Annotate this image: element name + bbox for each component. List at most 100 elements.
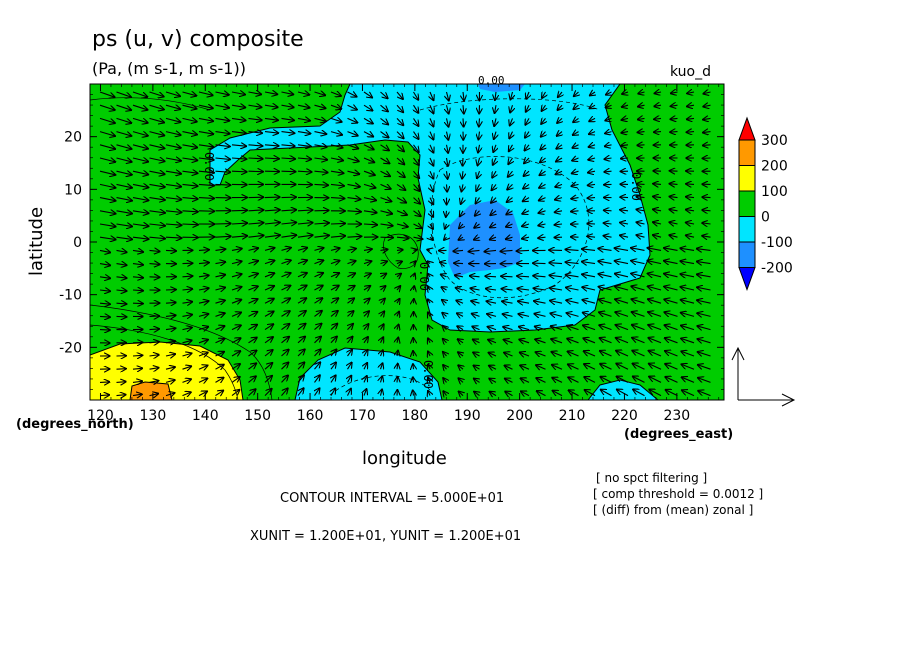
wind-vector xyxy=(347,236,362,237)
wind-vector xyxy=(534,301,546,303)
wind-vector xyxy=(604,171,612,172)
wind-vector xyxy=(149,91,164,97)
wind-vector xyxy=(697,300,711,303)
wind-vector xyxy=(182,379,191,382)
wind-vector xyxy=(281,286,291,290)
wind-vector xyxy=(231,338,240,343)
wind-vector xyxy=(363,198,376,201)
wind-vector xyxy=(473,353,480,356)
wind-vector xyxy=(165,105,180,109)
wind-vector xyxy=(556,145,562,149)
wind-vector xyxy=(533,276,546,277)
wind-vector xyxy=(414,131,419,139)
wind-vector xyxy=(573,132,579,135)
wind-vector xyxy=(149,264,160,265)
wind-vector xyxy=(99,303,110,304)
wind-vector xyxy=(281,337,289,344)
wind-vector xyxy=(281,222,297,224)
wind-vector xyxy=(314,105,326,108)
wind-vector xyxy=(132,171,148,174)
wind-vector xyxy=(116,171,132,175)
wind-vector xyxy=(428,287,430,290)
wind-vector xyxy=(537,391,546,395)
wind-vectors xyxy=(99,91,711,396)
wind-vector xyxy=(697,262,711,264)
wind-vector xyxy=(458,352,463,356)
wind-vector xyxy=(116,198,132,201)
wind-vector xyxy=(297,311,306,317)
wind-vector xyxy=(447,171,448,178)
wind-vector xyxy=(198,145,213,147)
wind-vector xyxy=(571,211,579,212)
wind-vector xyxy=(330,324,337,331)
colorbar-bottom-triangle xyxy=(738,267,756,291)
wind-vector xyxy=(264,286,274,290)
wind-vector xyxy=(440,262,447,263)
wind-vector xyxy=(264,376,272,383)
wind-vector xyxy=(616,351,629,357)
wind-vector xyxy=(704,92,711,94)
wind-vector xyxy=(653,235,662,237)
wind-vector xyxy=(396,237,408,238)
wind-vector xyxy=(363,91,372,97)
wind-vector xyxy=(631,248,645,250)
wind-vector xyxy=(539,211,546,213)
contour-label: 0.00 xyxy=(421,360,435,389)
wind-vector xyxy=(165,92,180,96)
wind-vector xyxy=(132,91,147,97)
wind-vector xyxy=(567,326,579,330)
contour-interval-note: CONTOUR INTERVAL = 5.000E+01 xyxy=(280,491,504,506)
wind-vector xyxy=(363,184,375,187)
wind-vector xyxy=(314,223,329,224)
wind-vector xyxy=(697,287,711,290)
wind-vector xyxy=(664,299,678,303)
wind-vector xyxy=(331,389,335,396)
wind-vector xyxy=(430,157,433,166)
wind-vector xyxy=(632,351,645,357)
wind-vector xyxy=(655,92,662,93)
wind-vector xyxy=(396,118,403,125)
wind-vector xyxy=(330,337,337,344)
wind-vector xyxy=(540,171,546,175)
wind-vector xyxy=(149,250,160,251)
wind-vector xyxy=(589,145,596,147)
wind-vector xyxy=(550,301,563,304)
wind-vector xyxy=(182,92,197,96)
wind-vector xyxy=(535,339,546,342)
wind-vector xyxy=(215,145,230,147)
wind-vector xyxy=(215,249,226,250)
wind-vector xyxy=(297,132,310,134)
wind-vector xyxy=(248,286,258,290)
wind-vector xyxy=(454,263,464,264)
wind-vector xyxy=(182,289,193,290)
wind-vector xyxy=(397,351,398,356)
wind-vector xyxy=(347,273,356,277)
wind-vector xyxy=(649,364,662,370)
wind-vector xyxy=(414,104,419,113)
wind-vector xyxy=(348,350,352,357)
wind-vector xyxy=(116,395,126,396)
wind-vector xyxy=(589,132,595,134)
wind-vector xyxy=(538,224,546,226)
wind-vector xyxy=(598,248,612,250)
wind-vector xyxy=(458,339,463,343)
wind-vector xyxy=(441,275,447,277)
wind-vector xyxy=(149,184,165,187)
wind-vector xyxy=(330,184,344,185)
wind-vector xyxy=(447,91,449,100)
wind-vector xyxy=(428,339,430,343)
wind-vector xyxy=(99,184,115,187)
y-tick-label: 10 xyxy=(64,182,82,198)
wind-vector xyxy=(605,132,612,134)
wind-vector xyxy=(198,198,214,199)
wind-vector xyxy=(331,363,336,370)
wind-vector xyxy=(281,132,295,134)
wind-vector xyxy=(397,325,399,330)
wind-vector xyxy=(182,198,198,199)
wind-vector xyxy=(552,378,563,383)
x-tick-label: 200 xyxy=(506,408,533,424)
x-tick-label: 230 xyxy=(663,408,690,424)
wind-vector xyxy=(414,157,419,165)
wind-vector xyxy=(264,105,277,107)
wind-vector xyxy=(556,158,562,161)
